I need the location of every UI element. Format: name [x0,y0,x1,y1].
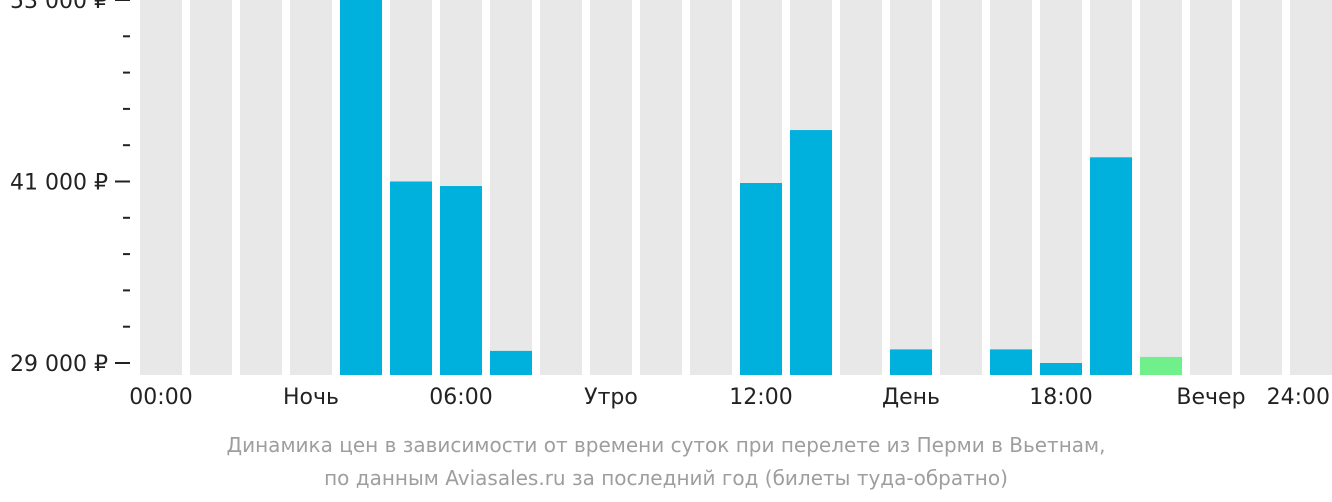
hour-column-08 [540,0,582,375]
x-tick-label: День [882,385,940,410]
bar-07[interactable] [490,350,532,375]
price-bars [340,0,1182,375]
hour-column-09 [590,0,632,375]
x-tick-label: Вечер [1176,385,1245,410]
hour-column-17 [990,0,1032,375]
hour-column-01 [190,0,232,375]
x-tick-label: 24:00 [1267,385,1330,410]
chart-caption-line-1: Динамика цен в зависимости от времени су… [226,433,1106,457]
y-axis: 53 000 ₽ 41 000 ₽ 29 000 ₽ [10,0,130,377]
hour-column-23 [1290,0,1332,375]
background-columns [140,0,1332,375]
y-tick-label: 29 000 ₽ [10,352,108,377]
bar-12[interactable] [740,183,782,375]
hour-column-21 [1190,0,1232,375]
x-tick-label: 00:00 [129,385,192,410]
bar-18[interactable] [1040,363,1082,375]
x-tick-label: Ночь [283,385,339,410]
x-tick-label: 12:00 [729,385,792,410]
price-by-hour-chart: 53 000 ₽ 41 000 ₽ 29 000 ₽ 00:00 Ночь 06:00 У… [10,0,1332,410]
y-tick-label: 41 000 ₽ [10,171,108,196]
bar-13[interactable] [790,130,832,375]
hour-column-16 [940,0,982,375]
hour-column-18 [1040,0,1082,375]
bar-06[interactable] [440,186,482,375]
hour-column-15 [890,0,932,375]
x-tick-label: Утро [584,385,638,410]
hour-column-02 [240,0,282,375]
bar-04[interactable] [340,0,382,375]
x-tick-label: 18:00 [1029,385,1092,410]
x-axis: 00:00 Ночь 06:00 Утро 12:00 День 18:00 Вечер 24:… [129,385,1330,410]
hour-column-11 [690,0,732,375]
hour-column-22 [1240,0,1282,375]
cheapest-bar-20[interactable] [1140,356,1182,375]
hour-column-14 [840,0,882,375]
y-tick-label: 53 000 ₽ [10,0,108,14]
hour-column-07 [490,0,532,375]
bar-17[interactable] [990,349,1032,375]
hour-column-03 [290,0,332,375]
x-tick-label: 06:00 [429,385,492,410]
hour-column-20 [1140,0,1182,375]
bar-15[interactable] [890,349,932,375]
bar-19[interactable] [1090,157,1132,375]
chart-caption-line-2: по данным Aviasales.ru за последний год … [324,466,1008,490]
bar-05[interactable] [390,181,432,376]
hour-column-00 [140,0,182,375]
hour-column-10 [640,0,682,375]
